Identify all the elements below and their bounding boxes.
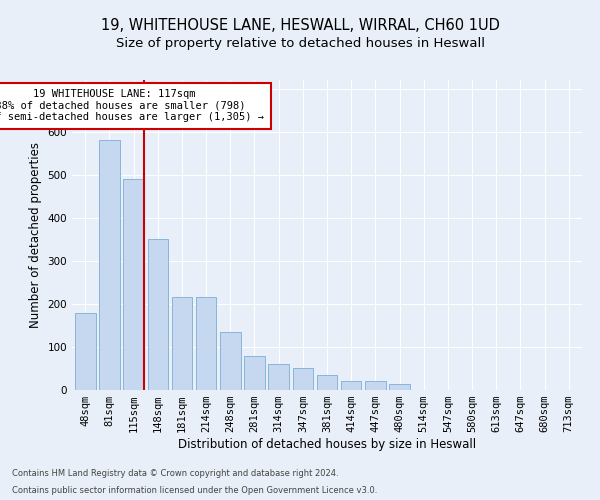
- Text: 19, WHITEHOUSE LANE, HESWALL, WIRRAL, CH60 1UD: 19, WHITEHOUSE LANE, HESWALL, WIRRAL, CH…: [101, 18, 499, 32]
- Y-axis label: Number of detached properties: Number of detached properties: [29, 142, 42, 328]
- Bar: [341, 382, 361, 390]
- Bar: [75, 312, 95, 390]
- Bar: [244, 356, 265, 390]
- Bar: [196, 298, 217, 390]
- Bar: [220, 332, 241, 390]
- Text: 19 WHITEHOUSE LANE: 117sqm
← 38% of detached houses are smaller (798)
62% of sem: 19 WHITEHOUSE LANE: 117sqm ← 38% of deta…: [0, 89, 264, 122]
- Bar: [268, 364, 289, 390]
- Bar: [172, 298, 192, 390]
- Bar: [293, 368, 313, 390]
- Bar: [317, 375, 337, 390]
- Bar: [365, 382, 386, 390]
- Bar: [389, 384, 410, 390]
- Text: Contains public sector information licensed under the Open Government Licence v3: Contains public sector information licen…: [12, 486, 377, 495]
- X-axis label: Distribution of detached houses by size in Heswall: Distribution of detached houses by size …: [178, 438, 476, 451]
- Text: Contains HM Land Registry data © Crown copyright and database right 2024.: Contains HM Land Registry data © Crown c…: [12, 468, 338, 477]
- Bar: [124, 179, 144, 390]
- Bar: [148, 240, 168, 390]
- Text: Size of property relative to detached houses in Heswall: Size of property relative to detached ho…: [115, 38, 485, 51]
- Bar: [99, 140, 120, 390]
